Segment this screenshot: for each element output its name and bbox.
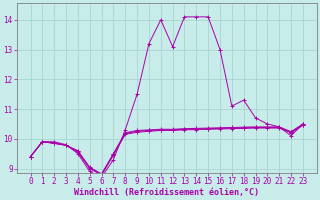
X-axis label: Windchill (Refroidissement éolien,°C): Windchill (Refroidissement éolien,°C) — [74, 188, 259, 197]
